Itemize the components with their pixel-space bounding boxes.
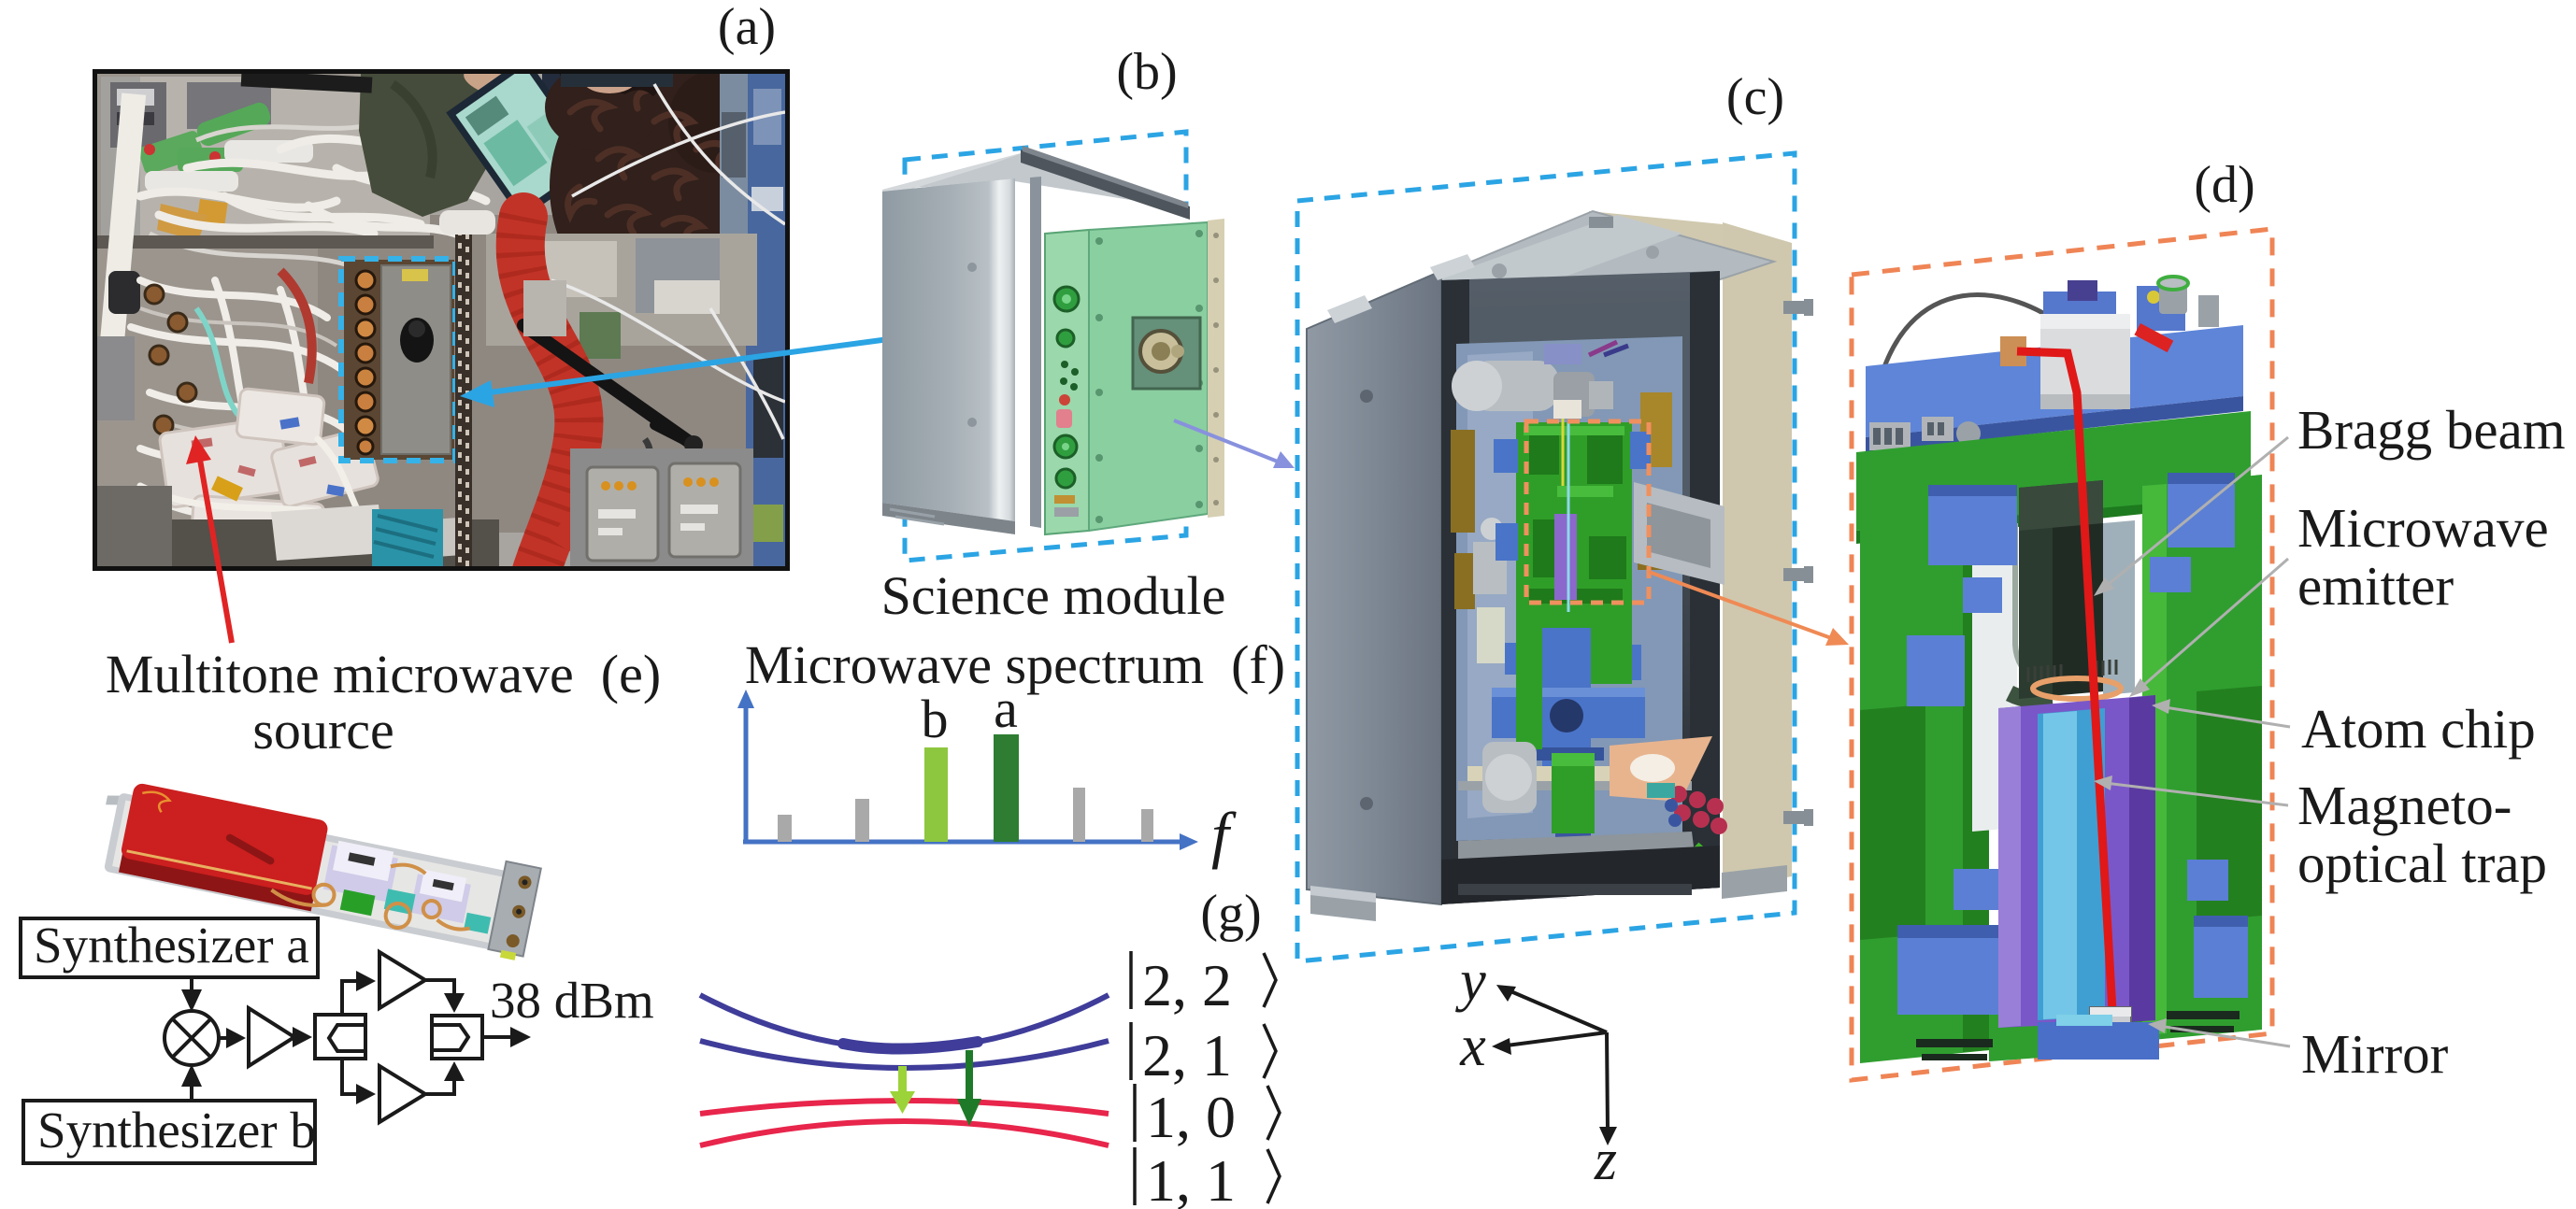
svg-text:Synthesizer a: Synthesizer a <box>34 917 309 974</box>
svg-text:(g): (g) <box>1200 885 1261 943</box>
svg-text:Multitone microwave (e): Multitone microwave (e) <box>106 644 661 704</box>
svg-text:Bragg beam: Bragg beam <box>2297 399 2566 461</box>
svg-text:(a): (a) <box>718 0 776 56</box>
svg-text:source: source <box>252 700 394 761</box>
svg-text:Science module: Science module <box>881 565 1226 626</box>
svg-text:38 dBm: 38 dBm <box>490 972 654 1029</box>
svg-text:2, 2: 2, 2 <box>1142 952 1232 1018</box>
svg-text:Atom chip: Atom chip <box>2301 698 2536 760</box>
svg-text:optical trap: optical trap <box>2297 832 2547 894</box>
svg-text:b: b <box>922 689 949 749</box>
svg-text:Mirror: Mirror <box>2301 1023 2449 1085</box>
svg-text:x: x <box>1459 1015 1486 1078</box>
svg-text:1, 0: 1, 0 <box>1146 1084 1236 1150</box>
svg-text:1, 1: 1, 1 <box>1146 1147 1236 1209</box>
svg-text:a: a <box>994 678 1018 739</box>
svg-text:(c): (c) <box>1726 68 1784 126</box>
svg-text:y: y <box>1454 949 1486 1013</box>
svg-text:emitter: emitter <box>2297 555 2454 617</box>
svg-text:2, 1: 2, 1 <box>1142 1022 1232 1088</box>
svg-text:Synthesizer b: Synthesizer b <box>37 1102 316 1159</box>
svg-text:f: f <box>1211 799 1237 870</box>
svg-text:Magneto-: Magneto- <box>2297 775 2512 836</box>
svg-text:Microwave: Microwave <box>2297 497 2549 559</box>
svg-text:(b): (b) <box>1116 43 1177 101</box>
svg-text:z: z <box>1594 1129 1617 1192</box>
svg-text:(d): (d) <box>2194 156 2254 214</box>
svg-text:Microwave spectrum (f): Microwave spectrum (f) <box>745 634 1285 695</box>
